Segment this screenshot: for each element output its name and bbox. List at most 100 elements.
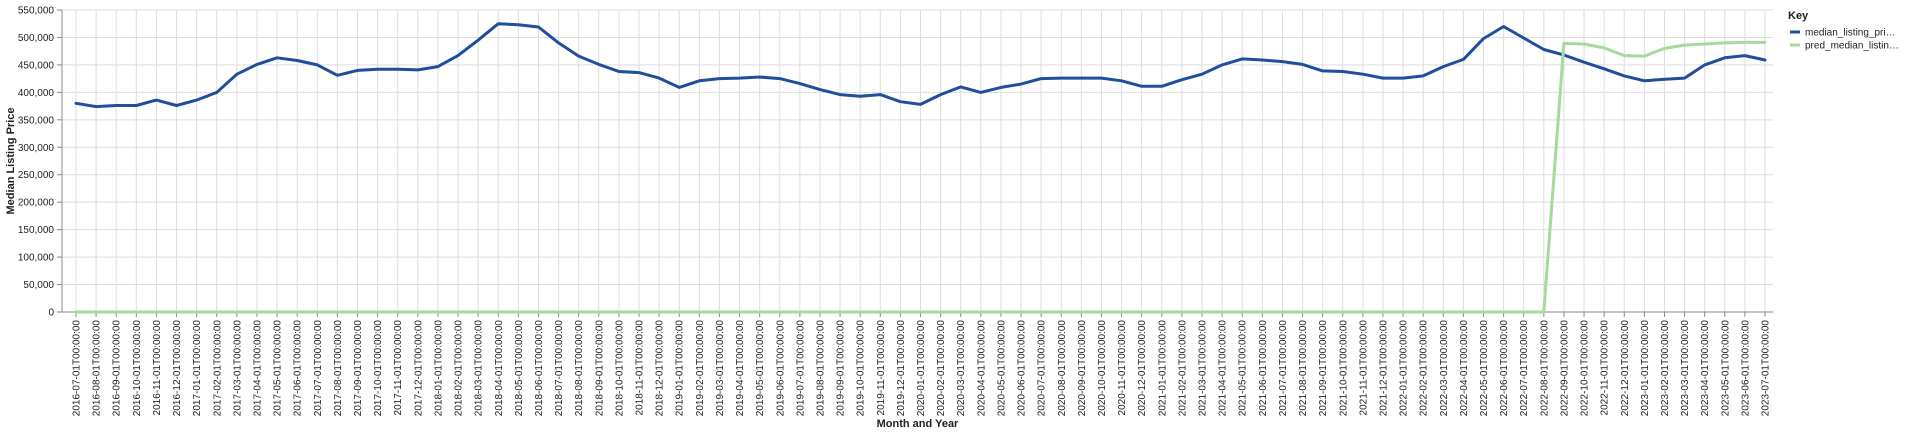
x-tick-label: 2018-12-01T00:00:00 <box>655 320 666 417</box>
x-tick-label: 2020-07-01T00:00:00 <box>1037 320 1048 417</box>
legend-items: median_listing_pri… pred_median_listin… <box>1790 28 1899 52</box>
y-tick-label: 550,000 <box>18 6 55 17</box>
x-tick-label: 2023-06-01T00:00:00 <box>1740 320 1751 417</box>
x-tick-label: 2018-05-01T00:00:00 <box>514 320 525 417</box>
x-tick-label: 2021-02-01T00:00:00 <box>1177 320 1188 417</box>
x-tick-label: 2016-08-01T00:00:00 <box>92 320 103 417</box>
x-tick-label: 2018-04-01T00:00:00 <box>494 320 505 417</box>
x-tick-label: 2017-10-01T00:00:00 <box>373 320 384 417</box>
x-tick-label: 2021-11-01T00:00:00 <box>1358 320 1369 416</box>
x-tick-label: 2017-03-01T00:00:00 <box>232 320 243 417</box>
x-tick-label: 2023-07-01T00:00:00 <box>1761 320 1772 417</box>
x-tick-label: 2020-03-01T00:00:00 <box>956 320 967 417</box>
x-tick-label: 2023-05-01T00:00:00 <box>1720 320 1731 417</box>
legend-label: pred_median_listin… <box>1805 41 1899 52</box>
legend-title: Key <box>1788 10 1809 22</box>
x-tick-label: 2020-01-01T00:00:00 <box>916 320 927 417</box>
x-tick-label: 2019-01-01T00:00:00 <box>675 320 686 417</box>
x-tick-label: 2019-05-01T00:00:00 <box>755 320 766 417</box>
x-tick-label: 2020-06-01T00:00:00 <box>1017 320 1028 417</box>
x-tick-label: 2018-10-01T00:00:00 <box>614 320 625 417</box>
y-tick-label: 300,000 <box>18 143 55 154</box>
x-tick-label: 2021-03-01T00:00:00 <box>1198 320 1209 417</box>
x-tick-label: 2022-10-01T00:00:00 <box>1580 320 1591 417</box>
x-tick-label: 2019-03-01T00:00:00 <box>715 320 726 417</box>
x-tick-label: 2016-10-01T00:00:00 <box>132 320 143 417</box>
x-tick-label: 2017-04-01T00:00:00 <box>252 320 263 417</box>
x-tick-label: 2016-09-01T00:00:00 <box>112 320 123 417</box>
x-tick-label: 2017-02-01T00:00:00 <box>212 320 223 417</box>
series-line-1 <box>74 22 1767 109</box>
x-tick-label: 2022-09-01T00:00:00 <box>1559 320 1570 417</box>
x-tick-label: 2021-07-01T00:00:00 <box>1278 320 1289 417</box>
x-tick-label: 2022-05-01T00:00:00 <box>1479 320 1490 417</box>
x-tick-label: 2019-06-01T00:00:00 <box>775 320 786 417</box>
x-tick-label: 2022-01-01T00:00:00 <box>1399 320 1410 417</box>
x-tick-label: 2022-03-01T00:00:00 <box>1439 320 1450 417</box>
x-tick-label: 2016-11-01T00:00:00 <box>152 320 163 416</box>
x-tick-label: 2017-08-01T00:00:00 <box>333 320 344 417</box>
x-tick-label: 2021-08-01T00:00:00 <box>1298 320 1309 417</box>
x-tick-label: 2017-06-01T00:00:00 <box>293 320 304 417</box>
x-tick-label: 2016-12-01T00:00:00 <box>172 320 183 417</box>
x-tick-label: 2019-07-01T00:00:00 <box>795 320 806 417</box>
x-tick-label: 2018-07-01T00:00:00 <box>554 320 565 417</box>
y-tick-label: 450,000 <box>18 60 55 71</box>
x-tick-label: 2019-09-01T00:00:00 <box>836 320 847 417</box>
x-tick-label: 2019-12-01T00:00:00 <box>896 320 907 417</box>
x-tick-label: 2018-11-01T00:00:00 <box>635 320 646 416</box>
gridlines <box>62 9 1773 313</box>
x-tick-label: 2023-02-01T00:00:00 <box>1660 320 1671 417</box>
x-tick-label: 2021-10-01T00:00:00 <box>1338 320 1349 417</box>
y-tick-label: 50,000 <box>23 280 54 291</box>
x-tick-label: 2019-11-01T00:00:00 <box>876 320 887 416</box>
y-tick-label: 100,000 <box>18 253 55 264</box>
y-tick-label: 500,000 <box>18 33 55 44</box>
x-tick-label: 2023-04-01T00:00:00 <box>1700 320 1711 417</box>
x-tick-label: 2018-03-01T00:00:00 <box>474 320 485 417</box>
x-tick-label: 2022-08-01T00:00:00 <box>1539 320 1550 417</box>
x-tick-label: 2020-04-01T00:00:00 <box>976 320 987 417</box>
axes: 0 50,000 100,000 150,000 200,000 250,000 300,0… <box>18 6 1773 417</box>
y-tick-label: 250,000 <box>18 170 55 181</box>
x-tick-label: 2021-01-01T00:00:00 <box>1157 320 1168 417</box>
x-tick-label: 2023-01-01T00:00:00 <box>1640 320 1651 417</box>
x-tick-label: 2023-03-01T00:00:00 <box>1680 320 1691 417</box>
x-tick-label: 2020-05-01T00:00:00 <box>996 320 1007 417</box>
x-tick-label: 2017-09-01T00:00:00 <box>353 320 364 417</box>
x-tick-label: 2019-10-01T00:00:00 <box>856 320 867 417</box>
x-tick-label: 2021-06-01T00:00:00 <box>1258 320 1269 417</box>
x-tick-label: 2018-01-01T00:00:00 <box>433 320 444 417</box>
y-axis-title: Median Listing Price <box>5 108 17 215</box>
x-tick-label: 2017-11-01T00:00:00 <box>393 320 404 416</box>
x-tick-label: 2022-02-01T00:00:00 <box>1419 320 1430 417</box>
x-tick-label: 2021-04-01T00:00:00 <box>1218 320 1229 417</box>
x-tick-label: 2020-02-01T00:00:00 <box>936 320 947 417</box>
x-tick-label: 2020-09-01T00:00:00 <box>1077 320 1088 417</box>
y-tick-label: 400,000 <box>18 88 55 99</box>
x-tick-label: 2019-04-01T00:00:00 <box>735 320 746 417</box>
x-tick-label: 2018-08-01T00:00:00 <box>574 320 585 417</box>
x-tick-label: 2018-09-01T00:00:00 <box>594 320 605 417</box>
x-tick-label: 2018-02-01T00:00:00 <box>454 320 465 417</box>
series-lines <box>74 22 1767 314</box>
x-tick-label: 2021-09-01T00:00:00 <box>1318 320 1329 417</box>
x-axis-title: Month and Year <box>877 418 959 430</box>
x-tick-label: 2021-12-01T00:00:00 <box>1378 320 1389 417</box>
x-tick-label: 2022-12-01T00:00:00 <box>1620 320 1631 417</box>
x-tick-label: 2020-08-01T00:00:00 <box>1057 320 1068 417</box>
legend: Key median_listing_pri… pred_median_listi… <box>1788 10 1899 52</box>
x-tick-label: 2022-07-01T00:00:00 <box>1519 320 1530 417</box>
x-tick-label: 2022-06-01T00:00:00 <box>1499 320 1510 417</box>
x-tick-label: 2020-12-01T00:00:00 <box>1137 320 1148 417</box>
x-tick-label: 2021-05-01T00:00:00 <box>1238 320 1249 417</box>
y-tick-label: 350,000 <box>18 115 55 126</box>
x-tick-label: 2020-10-01T00:00:00 <box>1097 320 1108 417</box>
y-tick-label: 150,000 <box>18 225 55 236</box>
x-tick-label: 2017-01-01T00:00:00 <box>192 320 203 417</box>
x-tick-label: 2017-05-01T00:00:00 <box>273 320 284 417</box>
x-tick-label: 2016-07-01T00:00:00 <box>72 320 83 417</box>
y-tick-label: 0 <box>48 308 54 319</box>
